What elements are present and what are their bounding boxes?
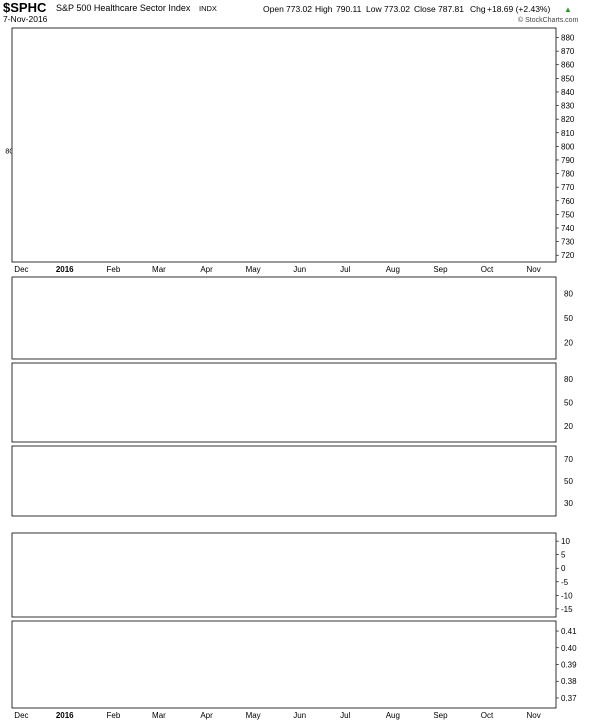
price-xlabel-3: Mar (152, 265, 166, 274)
price-xlabel-0: Dec (14, 265, 28, 274)
macd-axis-ytick-label-2: -5 (561, 578, 569, 587)
ratio-xlabel-3: Mar (152, 711, 166, 720)
price-axis-ytick-label-11: 830 (561, 102, 575, 111)
macd-axis-ytick-label-4: 5 (561, 551, 566, 560)
price-xlabel-11: Nov (526, 265, 540, 274)
ratio-axis-ytick-label-3: 0.40 (561, 644, 577, 653)
ratio-xlabel-5: May (246, 711, 261, 720)
macd-axis-ytick-label-1: -10 (561, 591, 573, 600)
rsi-ytick-label-2: 70 (564, 455, 573, 464)
price-axis-ytick-label-5: 770 (561, 183, 575, 192)
macd-axis-ytick-label-3: 0 (561, 564, 566, 573)
header-symbol: $SPHC (3, 0, 47, 15)
ratio-xlabel-4: Apr (200, 711, 213, 720)
header-high: 790.11 (336, 4, 362, 14)
macd-panel-frame (11, 532, 557, 618)
macd-axis-ytick-label-5: 10 (561, 537, 570, 546)
header-chg-label: Chg (470, 4, 486, 14)
ratio-axis-ytick-label-2: 0.39 (561, 661, 577, 670)
watermark: © StockCharts.com (518, 16, 579, 24)
ratio-xlabel-0: Dec (14, 711, 28, 720)
ratio-xlabel-10: Oct (481, 711, 494, 720)
price-panel-frame (11, 27, 557, 263)
chart-header: $SPHC S&P 500 Healthcare Sector Index IN… (3, 0, 579, 24)
price-axis-ytick-label-13: 850 (561, 74, 575, 83)
price-xlabel-9: Sep (433, 265, 448, 274)
price-axis-ytick-label-0: 720 (561, 251, 575, 260)
ratio-xlabel-9: Sep (433, 711, 448, 720)
header-low: 773.02 (384, 4, 410, 14)
stoch2-ytick-label-2: 80 (564, 375, 573, 384)
stoch1-ytick-label-1: 50 (564, 314, 573, 323)
rsi-ytick-label-0: 30 (564, 499, 573, 508)
price-xlabel-7: Jul (340, 265, 350, 274)
ratio-xlabel-7: Jul (340, 711, 350, 720)
header-close: 787.81 (438, 4, 464, 14)
header-exchange: INDX (199, 4, 217, 13)
price-axis-ytick-label-3: 750 (561, 210, 575, 219)
rsi-ytick-label-1: 50 (564, 477, 573, 486)
ratio-axis-ytick-label-4: 0.41 (561, 627, 577, 636)
header-high-label: High (315, 4, 333, 14)
price-axis-ytick-label-9: 810 (561, 129, 575, 138)
price-axis-ytick-label-16: 880 (561, 34, 575, 43)
header-low-label: Low (366, 4, 382, 14)
price-axis-ytick-label-14: 860 (561, 61, 575, 70)
header-close-label: Close (414, 4, 436, 14)
header-chg-arrow: ▲ (564, 5, 572, 14)
price-axis-ytick-label-1: 730 (561, 238, 575, 247)
ratio-axis-ytick-label-1: 0.38 (561, 677, 577, 686)
price-xlabel-1: 2016 (56, 265, 74, 274)
price-axis-ytick-label-10: 820 (561, 115, 575, 124)
price-axis-ytick-label-8: 800 (561, 142, 575, 151)
price-xlabel-5: May (246, 265, 261, 274)
rsi-panel-frame (11, 445, 557, 517)
price-axis-ytick-label-7: 790 (561, 156, 575, 165)
header-date: 7-Nov-2016 (3, 14, 48, 24)
ratio-xlabel-1: 2016 (56, 711, 74, 720)
macd-axis-ytick-label-0: -15 (561, 605, 573, 614)
price-axis-ytick-label-15: 870 (561, 47, 575, 56)
price-xlabel-6: Jun (293, 265, 306, 274)
stoch2-ytick-label-1: 50 (564, 399, 573, 408)
ratio-panel-frame (11, 620, 557, 709)
price-axis-ytick-label-12: 840 (561, 88, 575, 97)
price-axis-ytick-label-2: 740 (561, 224, 575, 233)
stoch1-panel-frame (11, 276, 557, 360)
ratio-xlabel-11: Nov (526, 711, 540, 720)
ratio-xlabel-2: Feb (107, 711, 121, 720)
ratio-xlabel-6: Jun (293, 711, 306, 720)
price-xlabel-10: Oct (481, 265, 494, 274)
price-axis-ytick-label-4: 760 (561, 197, 575, 206)
stoch1-ytick-label-0: 20 (564, 339, 573, 348)
header-name: S&P 500 Healthcare Sector Index (56, 3, 191, 13)
header-open-label: Open (263, 4, 284, 14)
header-open: 773.02 (286, 4, 312, 14)
price-xlabel-4: Apr (200, 265, 213, 274)
price-axis-ytick-label-6: 780 (561, 170, 575, 179)
stoch2-panel-frame (11, 362, 557, 443)
price-xlabel-8: Aug (386, 265, 400, 274)
ratio-axis-ytick-label-0: 0.37 (561, 694, 577, 703)
ratio-xlabel-8: Aug (386, 711, 400, 720)
stoch1-ytick-label-2: 80 (564, 289, 573, 298)
header-chg: +18.69 (+2.43%) (487, 4, 550, 14)
price-xlabel-2: Feb (107, 265, 121, 274)
stoch2-ytick-label-0: 20 (564, 422, 573, 431)
